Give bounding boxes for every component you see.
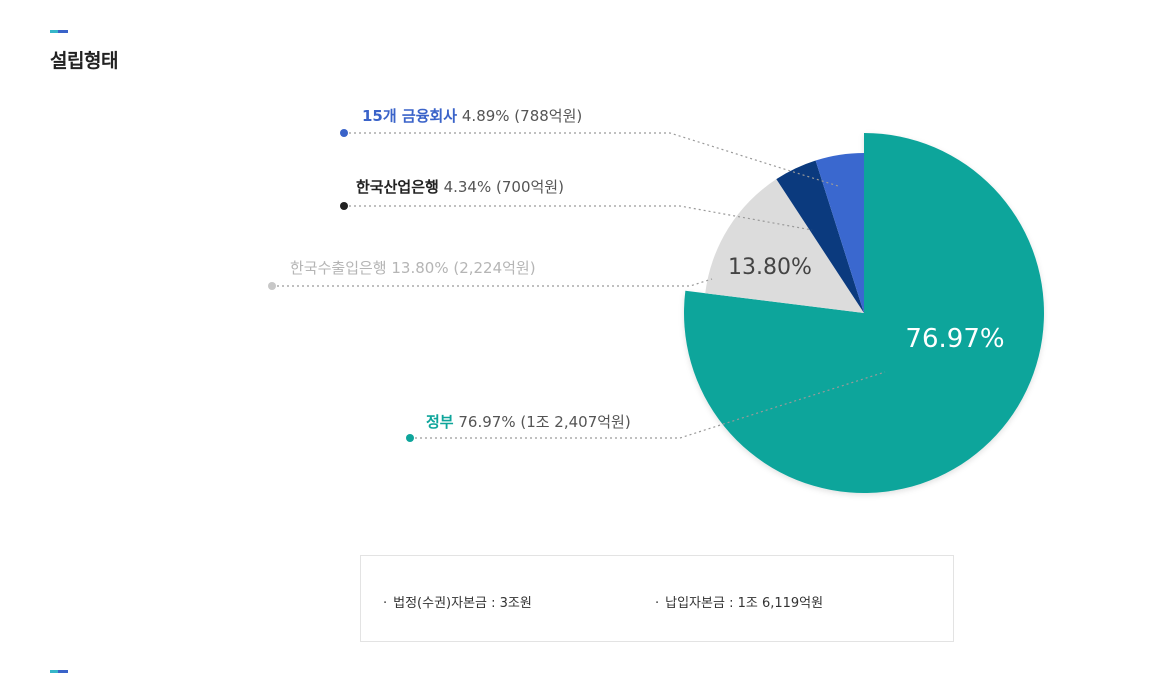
leader-line <box>344 205 813 231</box>
section-accent-bar-bottom <box>50 670 68 673</box>
paid-in-capital-text: 납입자본금 : 1조 6,119억원 <box>665 596 824 611</box>
bullet-icon: · <box>655 596 660 611</box>
legend-name: 정부 <box>426 413 454 431</box>
legend-name: 15개 금융회사 <box>362 107 457 125</box>
legend-value: 13.80% (2,224억원) <box>387 259 536 277</box>
section-title: 설립형태 <box>50 50 118 72</box>
legend-value: 4.34% (700억원) <box>439 178 564 196</box>
legend-value: 76.97% (1조 2,407억원) <box>454 413 631 431</box>
legend-dot <box>340 202 348 210</box>
pie-slice-2 <box>705 179 864 313</box>
legend-value: 4.89% (788억원) <box>457 107 582 125</box>
legend-name: 한국수출입은행 <box>290 259 387 277</box>
section-accent-bar <box>50 30 68 33</box>
leader-line <box>344 132 839 187</box>
legend-name: 한국산업은행 <box>356 178 439 196</box>
legend-dot <box>268 282 276 290</box>
legend-dot <box>340 129 348 137</box>
bullet-icon: · <box>383 596 388 611</box>
pie-slice-1 <box>684 133 1044 493</box>
paid-in-capital-item: · 납입자본금 : 1조 6,119억원 <box>655 592 823 611</box>
legend-label: 정부 76.97% (1조 2,407억원) <box>426 413 631 431</box>
slice-value-label: 13.80% <box>728 255 812 280</box>
legend-label: 한국수출입은행 13.80% (2,224억원) <box>290 259 536 277</box>
pie-slice-3 <box>776 160 864 313</box>
legal-capital-item: · 법정(수권)자본금 : 3조원 <box>383 592 532 611</box>
leader-line <box>410 371 886 439</box>
slice-value-label: 76.97% <box>905 324 1004 354</box>
pie-slice-4 <box>815 153 864 313</box>
capital-info-box: · 법정(수권)자본금 : 3조원 · 납입자본금 : 1조 6,119억원 <box>360 555 954 642</box>
pie-chart: 76.97% 13.80% 정부 76.97% (1조 2,407억원) 한국수출입은… <box>268 107 1044 493</box>
leader-line <box>272 278 713 287</box>
legend-dot <box>406 434 414 442</box>
legal-capital-text: 법정(수권)자본금 : 3조원 <box>393 596 532 611</box>
legend-label: 한국산업은행 4.34% (700억원) <box>356 178 564 196</box>
legend-label: 15개 금융회사 4.89% (788억원) <box>362 107 582 125</box>
